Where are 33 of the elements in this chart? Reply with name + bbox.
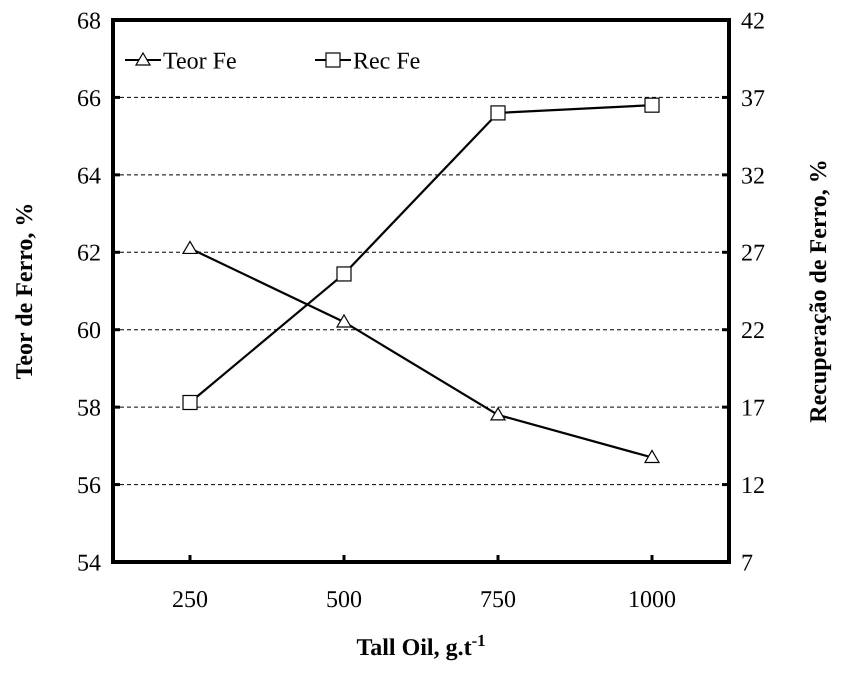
x-tick-label: 1000 xyxy=(628,587,676,613)
y-tick-label: 64 xyxy=(77,163,101,190)
y2-tick-label: 22 xyxy=(741,318,765,344)
x-tick-label: 500 xyxy=(326,587,362,613)
point xyxy=(490,105,506,121)
y-tick-label: 54 xyxy=(77,550,101,576)
y-axis-title: Teor de Ferro, % xyxy=(12,202,38,380)
y2-tick-label: 37 xyxy=(741,86,765,112)
y-tick-label: 58 xyxy=(77,396,101,422)
x-tick-label: 750 xyxy=(480,587,516,613)
point xyxy=(644,450,660,464)
point xyxy=(182,394,198,410)
y-tick-label: 66 xyxy=(77,86,101,112)
y-tick-label: 68 xyxy=(77,8,101,34)
point xyxy=(644,98,660,113)
point xyxy=(490,407,506,420)
point xyxy=(182,240,198,254)
y2-tick-label: 7 xyxy=(741,550,753,576)
y2-tick-label: 27 xyxy=(741,240,765,267)
y2-tick-label: 17 xyxy=(741,396,765,422)
x-axis-title: Tall Oil, g.t$^{-1}$ xyxy=(356,630,486,661)
y-tick-label: 62 xyxy=(77,240,101,267)
y2-axis-title: Recuperação de Ferro, % xyxy=(806,159,832,423)
legend-label: Rec Fe xyxy=(353,48,420,74)
point xyxy=(336,266,352,282)
y-tick-label: 56 xyxy=(77,472,101,499)
y2-tick-label: 32 xyxy=(741,163,765,190)
x-tick-label: 250 xyxy=(172,587,208,613)
y-tick-label: 60 xyxy=(77,318,101,344)
point xyxy=(336,314,352,328)
y2-tick-label: 12 xyxy=(741,472,765,499)
y2-tick-label: 42 xyxy=(741,8,765,34)
legend-label: Teor Fe xyxy=(163,48,237,74)
